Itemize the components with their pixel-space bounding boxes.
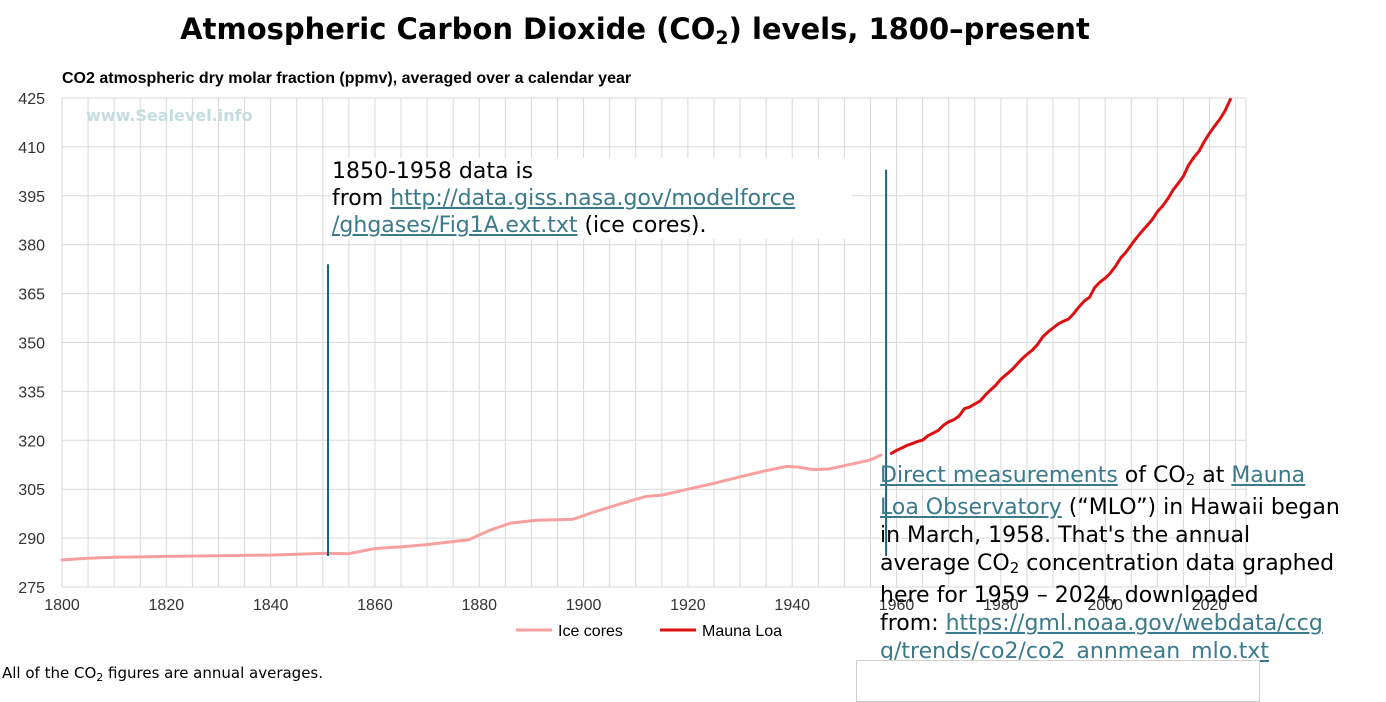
y-tick-label: 425: [18, 91, 45, 108]
x-tick-label: 2000: [1087, 597, 1123, 614]
watermark: www.Sealevel.info: [86, 106, 253, 125]
y-tick-label: 365: [18, 287, 45, 304]
x-tick-label: 1880: [461, 597, 497, 614]
y-tick-label: 305: [18, 482, 45, 499]
page-title: Atmospheric Carbon Dioxide (CO2) levels,…: [180, 12, 1090, 49]
y-tick-label: 275: [18, 580, 45, 597]
x-tick-label: 1920: [670, 597, 706, 614]
series-line-ice-cores: [60, 453, 883, 562]
bottom-panel: [856, 660, 1260, 702]
chart-subtitle: CO2 atmospheric dry molar fraction (ppmv…: [62, 70, 632, 87]
x-tick-label: 2020: [1192, 597, 1228, 614]
x-tick-label: 1840: [253, 597, 289, 614]
x-tick-label: 1900: [566, 597, 602, 614]
giss-data-link[interactable]: http://data.giss.nasa.gov/modelforce/ghg…: [332, 186, 796, 238]
y-tick-label: 320: [18, 433, 45, 450]
legend-label: Mauna Loa: [702, 623, 782, 640]
y-tick-label: 395: [18, 189, 45, 206]
y-tick-label: 380: [18, 238, 45, 255]
y-tick-label: 410: [18, 140, 45, 157]
y-tick-label: 350: [18, 336, 45, 353]
x-tick-label: 1800: [44, 597, 80, 614]
y-tick-label: 335: [18, 384, 45, 401]
noaa-data-link[interactable]: https://gml.noaa.gov/webdata/ccg g/trends…: [880, 611, 1323, 664]
x-tick-label: 1820: [149, 597, 185, 614]
x-tick-label: 1940: [774, 597, 810, 614]
x-tick-label: 1860: [357, 597, 393, 614]
footnote: All of the CO2 figures are annual averag…: [2, 664, 324, 684]
series-line-mauna-loa: [889, 97, 1232, 455]
mauna-loa-annotation: Direct measurements of CO2 at Mauna Loa O…: [880, 463, 1340, 664]
mauna-loa-observatory-link[interactable]: Mauna Loa Observatory: [880, 463, 1306, 520]
legend-label: Ice cores: [558, 623, 623, 640]
y-tick-label: 290: [18, 531, 45, 548]
x-tick-label: 1960: [879, 597, 915, 614]
x-tick-label: 1980: [983, 597, 1019, 614]
ice-core-annotation: 1850-1958 data is from http://data.giss.…: [332, 158, 852, 239]
direct-measurements-link[interactable]: Direct measurements: [880, 463, 1118, 488]
